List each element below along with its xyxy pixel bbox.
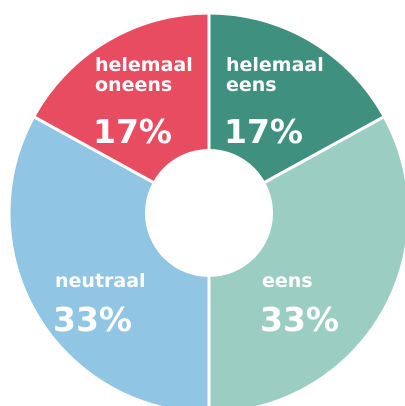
donut-hole [145, 149, 273, 277]
slices-group [7, 11, 405, 406]
pie-slice-0 [207, 11, 387, 216]
pie-slice-3 [31, 11, 211, 216]
slice-percent-1: 33% [260, 300, 339, 339]
slice-label-0-line-0: helemaal [226, 54, 324, 76]
labels-group: helemaaleens17%eens33%neutraal33%helemaa… [53, 54, 339, 339]
slice-percent-2: 33% [53, 300, 132, 339]
slice-label-1-line-0: eens [262, 270, 313, 292]
slice-percent-0: 17% [224, 112, 303, 151]
slice-label-2-line-0: neutraal [55, 270, 146, 292]
slice-label-0-line-1: eens [226, 74, 277, 96]
slice-percent-3: 17% [93, 112, 172, 151]
slice-label-3-line-0: helemaal [95, 54, 193, 76]
slice-label-3-line-1: oneens [95, 74, 172, 96]
